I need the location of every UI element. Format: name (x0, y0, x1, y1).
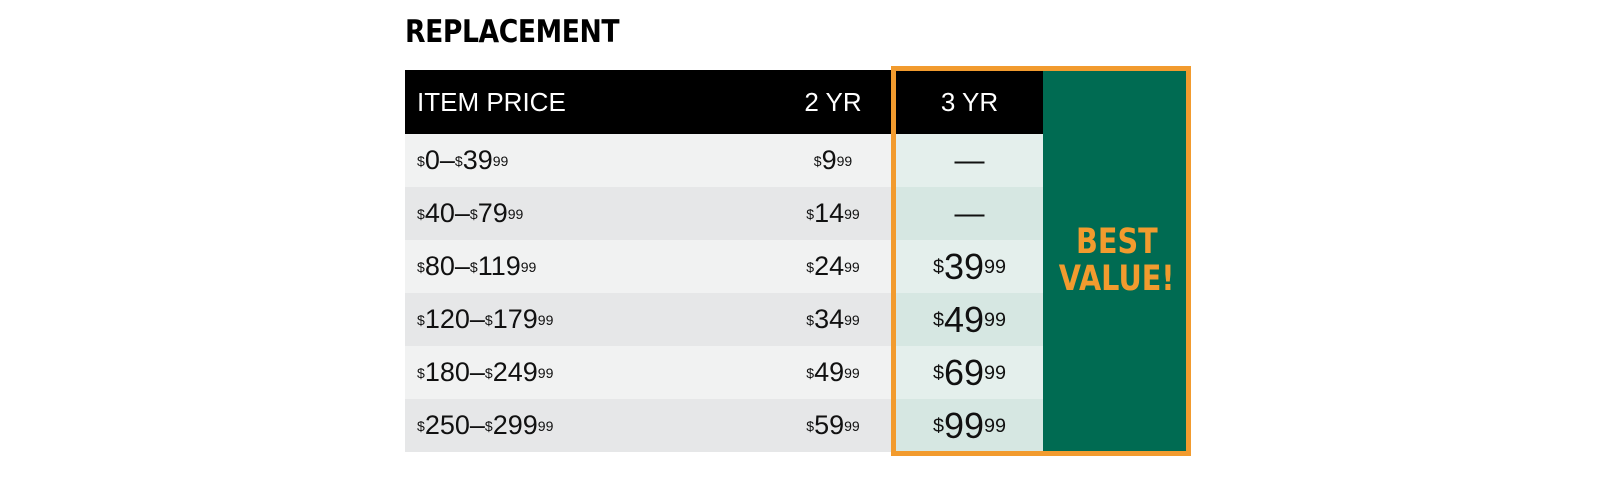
best-value-line-2: VALUE! (1058, 259, 1175, 299)
table-row-item-price-range: $0 – $39 99 (405, 134, 771, 187)
table-row-2-yr-price: $14 99 (771, 187, 895, 240)
table-row-3-yr-price: $39 99 (896, 240, 1043, 293)
page-title: REPLACEMENT (405, 14, 620, 50)
header-3-yr: 3 YR (896, 70, 1043, 134)
not-available-dash: — (954, 143, 985, 177)
table-row-3-yr-price: — (896, 187, 1043, 240)
table-row-2-yr-price: $24 99 (771, 240, 895, 293)
table-row-3-yr-price: $99 99 (896, 399, 1043, 452)
table-row-2-yr-price: $34 99 (771, 293, 895, 346)
table-row-3-yr-price: $69 99 (896, 346, 1043, 399)
table-row-2-yr-price: $49 99 (771, 346, 895, 399)
table-row-3-yr-price: — (896, 134, 1043, 187)
replacement-price-table: ITEM PRICE 2 YR 3 YR BEST VALUE! $0 – $3… (405, 70, 1190, 452)
table-row-2-yr-price: $59 99 (771, 399, 895, 452)
best-value-line-1: BEST (1075, 222, 1158, 262)
not-available-dash: — (954, 196, 985, 230)
best-value-badge: BEST VALUE! (1043, 70, 1190, 452)
table-row-item-price-range: $250 – $299 99 (405, 399, 771, 452)
table-row-3-yr-price: $49 99 (896, 293, 1043, 346)
table-row-item-price-range: $120 – $179 99 (405, 293, 771, 346)
table-row-item-price-range: $80 – $119 99 (405, 240, 771, 293)
table-row-item-price-range: $40 – $79 99 (405, 187, 771, 240)
header-item-price: ITEM PRICE (405, 70, 771, 134)
table-row-2-yr-price: $9 99 (771, 134, 895, 187)
table-row-item-price-range: $180 – $249 99 (405, 346, 771, 399)
header-2-yr: 2 YR (771, 70, 895, 134)
